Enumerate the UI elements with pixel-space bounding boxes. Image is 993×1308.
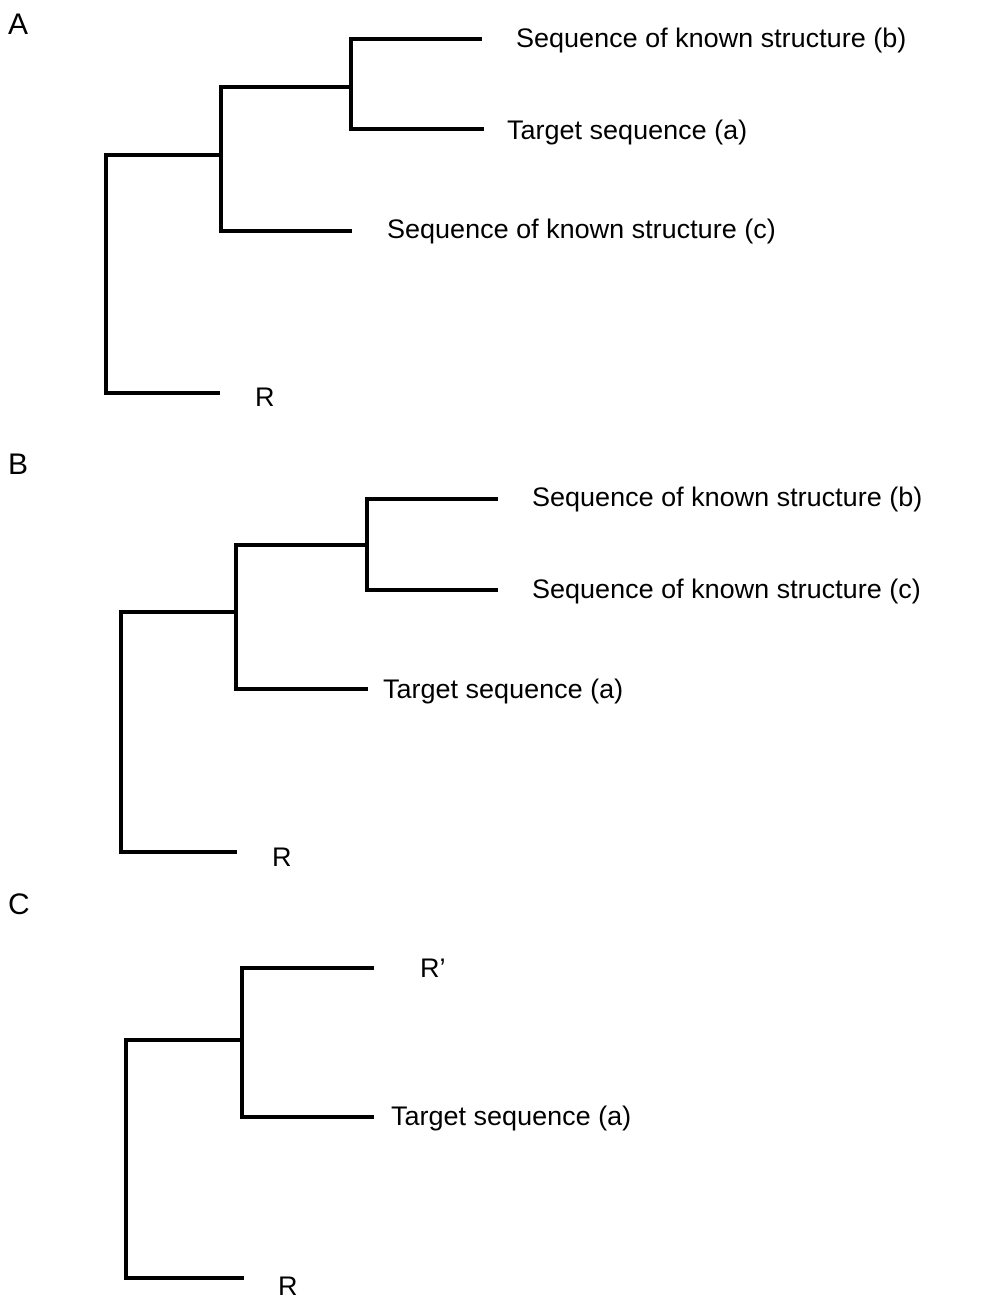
panel-b: B Sequence of known structure (b) Sequen… xyxy=(8,448,922,872)
panel-c-root-bracket xyxy=(124,1038,244,1280)
panel-a-inner-bracket xyxy=(219,85,352,233)
panel-c-letter: C xyxy=(8,888,30,921)
panel-a-leaf-label-a: Target sequence (a) xyxy=(507,115,747,145)
panel-b-inner-bracket xyxy=(234,543,368,691)
panel-b-leaf-label-a: Target sequence (a) xyxy=(383,674,623,704)
panel-b-leaf-label-b: Sequence of known structure (b) xyxy=(532,482,922,512)
panel-c-leaf-label-a: Target sequence (a) xyxy=(391,1101,631,1131)
panel-c-leaf-label-r: R xyxy=(278,1271,298,1301)
panel-a-letter: A xyxy=(8,8,28,41)
panel-b-root-bracket xyxy=(119,610,238,854)
panel-b-leaf-label-r: R xyxy=(272,842,292,872)
panel-b-leaf-label-c: Sequence of known structure (c) xyxy=(532,574,921,604)
panel-c: C R’ Target sequence (a) R xyxy=(8,888,631,1301)
panel-c-terminal-bracket xyxy=(240,966,374,1119)
panel-a-leaf-label-b: Sequence of known structure (b) xyxy=(516,23,906,53)
panel-a-root-bracket xyxy=(104,153,222,395)
panel-a-leaf-label-r: R xyxy=(255,382,275,412)
panel-b-terminal-bracket xyxy=(365,497,498,592)
panel-c-leaf-label-rprime: R’ xyxy=(420,953,446,983)
panel-a-leaf-label-c: Sequence of known structure (c) xyxy=(387,214,776,244)
panel-b-letter: B xyxy=(8,448,28,481)
panel-a-terminal-bracket xyxy=(349,37,484,131)
panel-a: A Sequence of known structure (b) Target… xyxy=(8,8,906,412)
